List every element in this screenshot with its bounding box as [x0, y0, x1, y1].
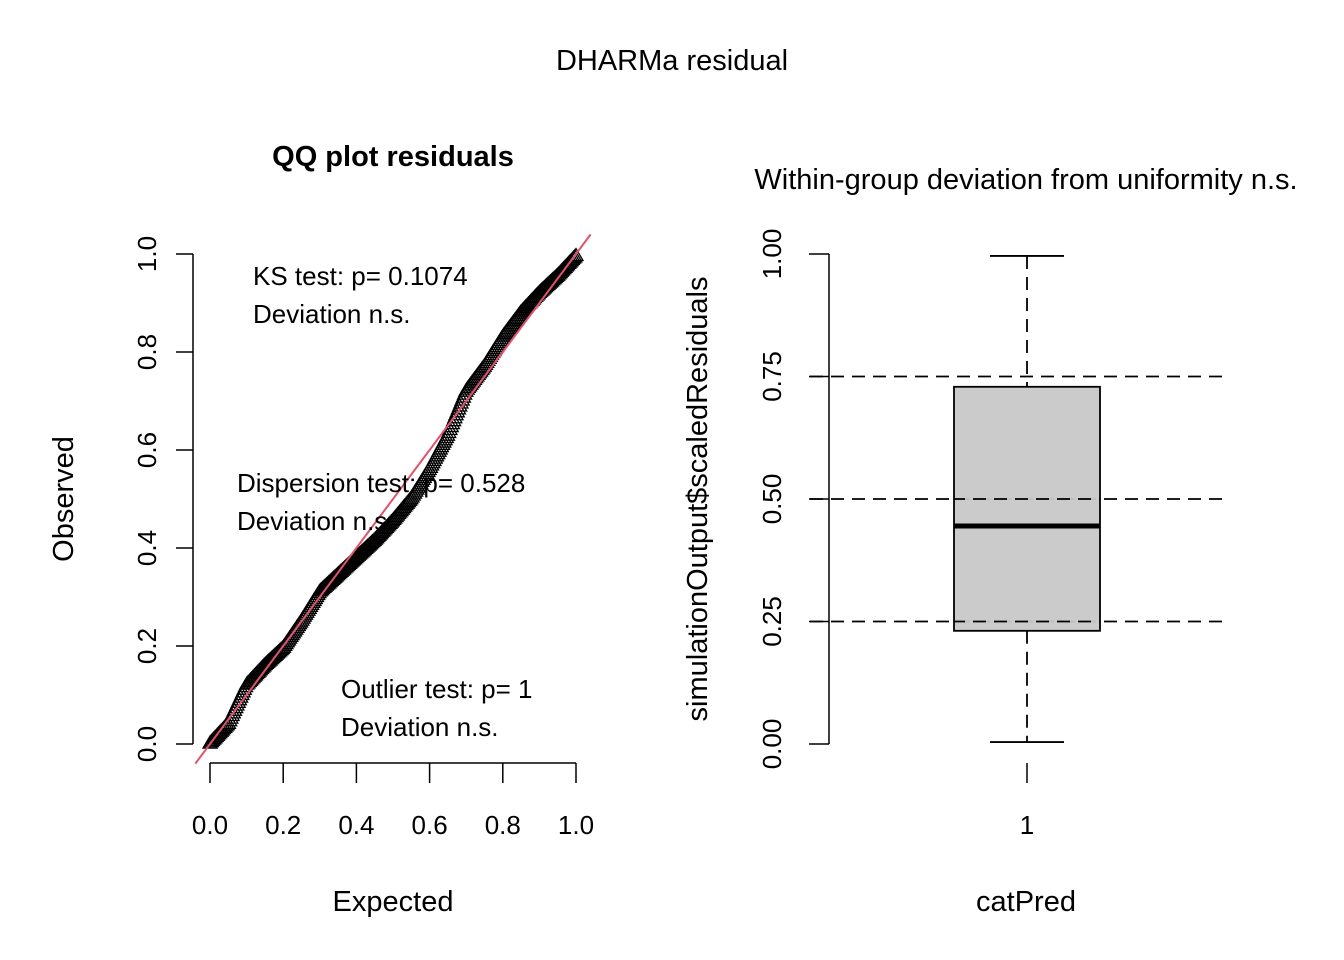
qq-y-tick-label: 1.0 — [132, 236, 162, 272]
box-y-tick-label: 0.25 — [757, 596, 787, 647]
box-plot: Within-group deviation from uniformity n… — [682, 164, 1298, 918]
box-body — [953, 385, 1101, 632]
qq-x-tick-label: 0.6 — [412, 810, 448, 840]
qq-y-tick-label: 0.6 — [132, 432, 162, 468]
qq-y-axis: 0.0 0.2 0.4 0.6 0.8 1.0 — [132, 236, 194, 762]
box-x-label: catPred — [976, 886, 1076, 918]
box-x-axis: 1 — [1020, 763, 1034, 840]
box-title: Within-group deviation from uniformity n… — [754, 164, 1297, 196]
box-y-tick-label: 0.75 — [757, 351, 787, 402]
qq-x-axis: 0.0 0.2 0.4 0.6 0.8 1.0 — [192, 762, 594, 840]
box-group — [953, 255, 1101, 743]
qq-x-tick-label: 0.0 — [192, 810, 228, 840]
qq-annotations: KS test: p= 0.1074 Deviation n.s. Dispersi… — [237, 261, 532, 742]
box-y-tick-label: 0.50 — [757, 474, 787, 525]
qq-plot: QQ plot residuals 0.0 0.2 0.4 0.6 0.8 1.0 0.0… — [48, 141, 594, 918]
qq-y-tick-label: 0.2 — [132, 628, 162, 664]
qq-reference-line — [194, 233, 592, 765]
qq-x-tick-label: 1.0 — [558, 810, 594, 840]
box-x-tick-label: 1 — [1020, 810, 1034, 840]
qq-annotation-line1: KS test: p= 0.1074 — [253, 261, 468, 291]
qq-annotation-line2: Deviation n.s. — [253, 299, 411, 329]
qq-y-tick-label: 0.4 — [132, 530, 162, 566]
figure-title: DHARMa residual — [556, 45, 788, 77]
qq-annotation-line1: Outlier test: p= 1 — [341, 674, 532, 704]
qq-x-tick-label: 0.2 — [265, 810, 301, 840]
qq-annotation-line1: Dispersion test: p= 0.528 — [237, 468, 525, 498]
box-reference-lines — [810, 375, 1226, 623]
qq-x-tick-label: 0.4 — [338, 810, 374, 840]
qq-point — [567, 247, 585, 262]
box-y-tick-label: 1.00 — [757, 229, 787, 280]
qq-title: QQ plot residuals — [272, 141, 514, 173]
box-y-axis: 0.00 0.25 0.50 0.75 1.00 — [757, 229, 830, 770]
qq-y-tick-label: 0.0 — [132, 726, 162, 762]
qq-x-tick-label: 0.8 — [485, 810, 521, 840]
box-y-tick-label: 0.00 — [757, 719, 787, 770]
box-y-label: simulationOutput$scaledResiduals — [682, 277, 714, 722]
qq-annotation-line2: Deviation n.s. — [237, 506, 395, 536]
qq-y-tick-label: 0.8 — [132, 334, 162, 370]
qq-y-label: Observed — [48, 436, 80, 562]
qq-annotation-line2: Deviation n.s. — [341, 712, 499, 742]
qq-x-label: Expected — [333, 886, 454, 918]
